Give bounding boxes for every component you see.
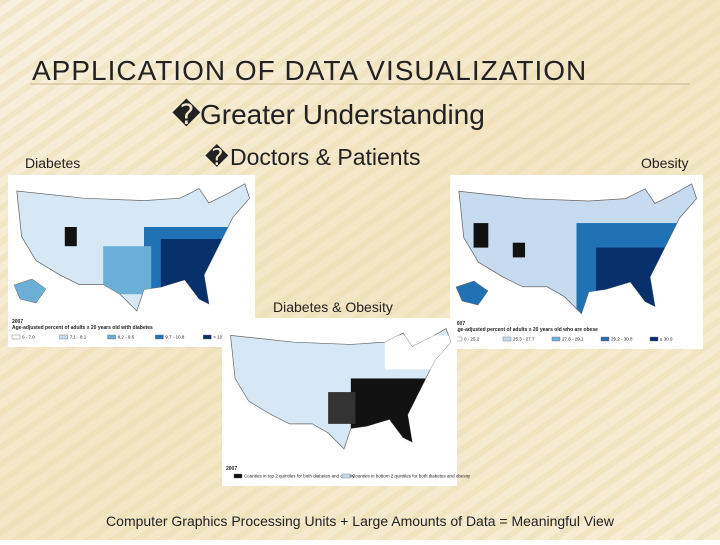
legend-label: 25.3 - 27.7 — [513, 337, 535, 342]
legend-year: 2007 — [454, 321, 465, 327]
legend-label: 27.8 - 29.1 — [562, 337, 584, 342]
legend-swatch — [600, 336, 610, 342]
legend-swatch — [155, 334, 164, 340]
bullet-text: Greater Understanding — [200, 99, 485, 130]
title: APPLICATION OF DATA VISUALIZATION — [32, 55, 587, 86]
footer: Computer Graphics Processing Units + Lar… — [106, 513, 615, 529]
legend-year: 2007 — [226, 466, 237, 472]
bullet-symbol: � — [205, 144, 229, 170]
legend-label: 9.7 - 10.8 — [165, 335, 185, 340]
legend-label: 7.1 - 8.1 — [70, 335, 87, 340]
legend-year: 2007 — [12, 319, 23, 325]
legend-label: Counties in top 2 quintiles for both dia… — [244, 474, 355, 479]
combined-map: 2007 Counties in top 2 quintiles for both… — [222, 318, 471, 486]
legend-label: 29.2 - 30.8 — [611, 337, 633, 342]
legend-label: Counties in bottom 2 quintiles for both … — [352, 474, 471, 479]
map-label: Diabetes & Obesity — [273, 299, 393, 315]
legend-swatch — [341, 473, 351, 479]
legend-label: 0 - 7.0 — [22, 335, 35, 340]
map-label: Obesity — [641, 155, 688, 171]
legend-swatch — [107, 334, 116, 340]
legend-swatch — [551, 336, 561, 342]
legend-swatch — [233, 473, 243, 479]
legend-label: ≥ 30.9 — [660, 337, 673, 342]
bullet-text: Doctors & Patients — [230, 144, 420, 170]
legend-caption: Age-adjusted percent of adults ≥ 20 year… — [454, 327, 598, 333]
legend-swatch — [59, 334, 68, 340]
legend-swatch — [502, 336, 512, 342]
bullet-symbol: � — [172, 98, 201, 130]
legend-swatch — [202, 334, 212, 340]
legend-swatch — [649, 336, 659, 342]
map-label: Diabetes — [25, 155, 80, 171]
legend-swatch — [11, 334, 21, 340]
legend-label: 8.2 - 9.6 — [118, 335, 135, 340]
legend-label: 0 - 25.2 — [464, 337, 480, 342]
legend-label: > 10.8 — [213, 335, 226, 340]
legend-caption: Age-adjusted percent of adults ≥ 20 year… — [12, 325, 153, 331]
